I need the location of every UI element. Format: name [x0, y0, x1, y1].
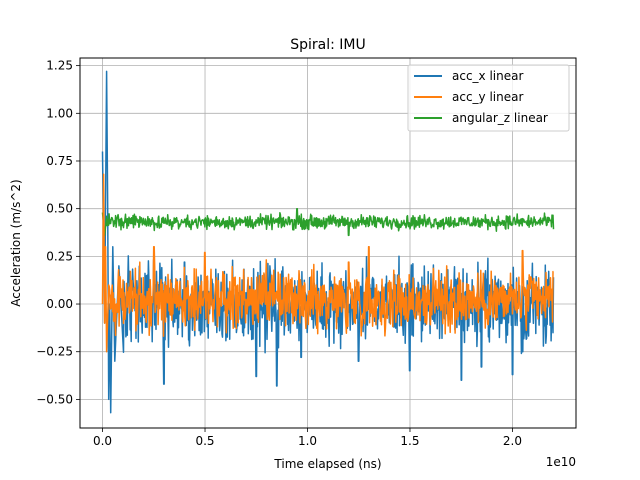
y-axis-label: Acceleration (m/s^2)	[9, 179, 23, 306]
series-layer	[101, 70, 555, 414]
y-tick-label: 1.00	[46, 106, 73, 120]
series-line-acc-y-linear	[101, 173, 554, 353]
y-tick-label: 0.50	[46, 202, 73, 216]
x-axis-offset-label: 1e10	[546, 455, 576, 469]
legend-label-acc-y: acc_y linear	[452, 90, 523, 104]
plot-area	[101, 70, 555, 414]
x-tick-label: 1.5	[400, 434, 419, 448]
y-tick-label: 0.00	[46, 297, 73, 311]
x-tick-label: 0.5	[195, 434, 214, 448]
chart-title: Spiral: IMU	[290, 37, 366, 53]
y-tick-label: −0.50	[36, 392, 73, 406]
x-tick-label: 1.0	[298, 434, 317, 448]
legend: acc_x linear acc_y linear angular_z line…	[407, 64, 570, 132]
x-tick-label: 2.0	[503, 434, 522, 448]
y-tick-label: −0.25	[36, 345, 73, 359]
legend-label-acc-x: acc_x linear	[452, 69, 523, 83]
x-axis: 0.0 0.5 1.0 1.5 2.0	[93, 428, 522, 448]
x-axis-label: Time elapsed (ns)	[273, 457, 381, 471]
y-tick-label: 1.25	[46, 59, 73, 73]
series-line-angular-z-linear	[101, 207, 555, 237]
y-axis: −0.50 −0.25 0.00 0.25 0.50 0.75 1.00 1.25	[36, 59, 80, 406]
y-tick-label: 0.75	[46, 154, 73, 168]
legend-box	[407, 64, 570, 132]
axes-frame	[79, 57, 577, 429]
y-tick-label: 0.25	[46, 249, 73, 263]
legend-label-angular-z: angular_z linear	[452, 111, 548, 125]
x-tick-label: 0.0	[93, 434, 112, 448]
